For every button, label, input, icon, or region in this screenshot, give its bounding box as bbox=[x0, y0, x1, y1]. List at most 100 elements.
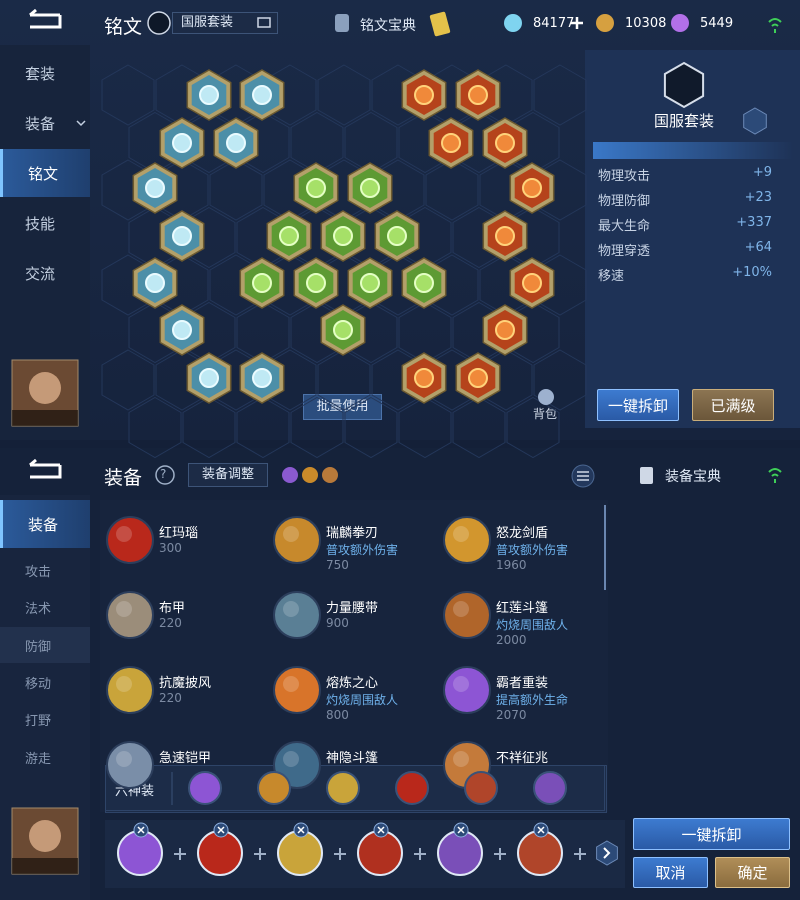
help-circle[interactable] bbox=[155, 465, 175, 485]
stat-name: 最大生命 bbox=[598, 219, 651, 234]
inscription-glyph bbox=[495, 226, 515, 246]
item-price: 2070 bbox=[496, 708, 527, 722]
confirm-button[interactable]: 确定 bbox=[715, 857, 790, 888]
item-icon[interactable] bbox=[273, 666, 321, 714]
equipped-slot[interactable] bbox=[197, 830, 243, 876]
inscription-glyph bbox=[172, 226, 192, 246]
nav-tab[interactable]: 铭文 bbox=[0, 149, 90, 197]
item-icon[interactable] bbox=[106, 741, 154, 789]
equipped-slot[interactable] bbox=[517, 830, 563, 876]
item-name[interactable]: 怒龙剑盾 bbox=[496, 526, 549, 541]
stat-value: +64 bbox=[744, 240, 772, 255]
item-name[interactable]: 布甲 bbox=[159, 601, 186, 616]
back-icon[interactable] bbox=[29, 8, 62, 29]
item-icon[interactable] bbox=[106, 516, 154, 564]
inscription-glyph bbox=[145, 273, 165, 293]
adjust-button[interactable]: 装备调整 bbox=[188, 463, 268, 487]
item-icon-shine bbox=[453, 751, 469, 767]
guide-link[interactable]: 铭文宝典 bbox=[360, 18, 416, 34]
inscription-glyph bbox=[414, 273, 434, 293]
inscription-glyph bbox=[495, 133, 515, 153]
item-price: 2000 bbox=[496, 633, 527, 647]
unequip-all-button[interactable]: 一键拆卸 bbox=[633, 818, 790, 850]
item-name[interactable]: 红玛瑙 bbox=[159, 526, 199, 541]
item-icon[interactable] bbox=[106, 666, 154, 714]
equipped-slot[interactable] bbox=[117, 830, 163, 876]
nav-tab[interactable]: 攻击 bbox=[25, 564, 52, 580]
hero-face bbox=[29, 820, 61, 852]
nav-tab[interactable]: 法术 bbox=[25, 601, 52, 617]
stat-value: +337 bbox=[736, 215, 772, 230]
six-god-item[interactable] bbox=[395, 771, 429, 805]
inscription-glyph bbox=[360, 273, 380, 293]
stat-name: 物理穿透 bbox=[598, 244, 651, 259]
inscription-glyph bbox=[441, 133, 461, 153]
hex-slot bbox=[533, 64, 587, 126]
nav-tab[interactable]: 游走 bbox=[25, 751, 52, 767]
cancel-button[interactable]: 取消 bbox=[633, 857, 708, 888]
six-god-item[interactable] bbox=[188, 771, 222, 805]
nav-tab[interactable]: 移动 bbox=[25, 676, 52, 692]
next-arrow[interactable] bbox=[596, 840, 618, 866]
item-name[interactable]: 霸者重装 bbox=[496, 676, 549, 691]
remove-x bbox=[137, 826, 145, 834]
stat-name: 移速 bbox=[598, 269, 625, 284]
item-name[interactable]: 不祥征兆 bbox=[496, 751, 549, 766]
item-price: 1960 bbox=[496, 558, 527, 572]
nav-tab[interactable]: 装备 bbox=[0, 500, 90, 548]
inscription-glyph bbox=[145, 178, 165, 198]
six-god-item[interactable] bbox=[533, 771, 567, 805]
hex-slot bbox=[452, 396, 506, 459]
item-icon-shine bbox=[116, 526, 132, 542]
equipped-slot[interactable] bbox=[437, 830, 483, 876]
nav-tab[interactable]: 防御 bbox=[0, 627, 90, 663]
page-title: 装备 bbox=[104, 467, 143, 489]
nav-tab[interactable]: 交流 bbox=[25, 264, 56, 283]
inscription-glyph bbox=[522, 178, 542, 198]
item-name[interactable]: 急速铠甲 bbox=[159, 751, 212, 766]
guide-link[interactable]: 装备宝典 bbox=[665, 469, 721, 485]
summary-badge bbox=[663, 61, 705, 109]
nav-tab[interactable]: 套装 bbox=[25, 64, 56, 83]
summary-set-name: 国服套装 bbox=[653, 112, 714, 130]
hero-name-bg bbox=[12, 410, 78, 426]
back-icon[interactable] bbox=[29, 458, 62, 479]
add-currency[interactable] bbox=[571, 17, 583, 29]
section-bar bbox=[593, 142, 793, 159]
set-selector[interactable]: 国服套装 bbox=[172, 12, 278, 34]
item-name[interactable]: 抗魔披风 bbox=[159, 676, 212, 691]
six-god-item[interactable] bbox=[326, 771, 360, 805]
hex-slot bbox=[344, 396, 398, 459]
item-name[interactable]: 力量腰带 bbox=[326, 601, 379, 616]
equipped-slot[interactable] bbox=[277, 830, 323, 876]
bag-icon[interactable] bbox=[538, 389, 554, 405]
item-icon-shine bbox=[116, 601, 132, 617]
inscription-glyph bbox=[468, 368, 488, 388]
item-name[interactable]: 瑞麟拳刃 bbox=[326, 526, 379, 541]
item-icon[interactable] bbox=[443, 516, 491, 564]
nav-tab[interactable]: 技能 bbox=[25, 214, 56, 233]
item-icon[interactable] bbox=[273, 591, 321, 639]
item-name[interactable]: 神隐斗篷 bbox=[326, 751, 379, 766]
item-name[interactable]: 熔炼之心 bbox=[326, 676, 379, 691]
item-icon[interactable] bbox=[273, 516, 321, 564]
item-icon-shine bbox=[116, 676, 132, 692]
guide-icon[interactable] bbox=[640, 467, 653, 484]
item-icon[interactable] bbox=[443, 666, 491, 714]
max-level-button[interactable]: 已满级 bbox=[692, 389, 774, 421]
nav-tab[interactable]: 打野 bbox=[25, 713, 52, 729]
item-icon[interactable] bbox=[443, 591, 491, 639]
nav-tab[interactable]: 装备 bbox=[25, 114, 56, 133]
item-icon-shine bbox=[116, 751, 132, 767]
item-name[interactable]: 红莲斗篷 bbox=[496, 601, 549, 616]
six-god-item[interactable] bbox=[464, 771, 498, 805]
hex-slot bbox=[425, 159, 479, 221]
set-switch[interactable] bbox=[743, 107, 767, 135]
currency-amount: 5449 bbox=[700, 16, 734, 31]
six-god-item[interactable] bbox=[257, 771, 291, 805]
wifi-icon bbox=[768, 18, 782, 27]
unequip-all-button[interactable]: 一键拆卸 bbox=[597, 389, 679, 421]
guide-icon[interactable] bbox=[335, 14, 349, 32]
equipped-slot[interactable] bbox=[357, 830, 403, 876]
item-icon[interactable] bbox=[106, 591, 154, 639]
